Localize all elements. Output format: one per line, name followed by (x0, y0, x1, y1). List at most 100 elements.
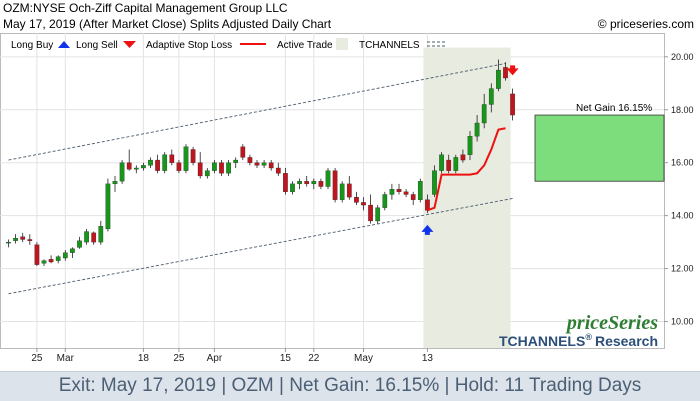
candle-body (197, 162, 203, 177)
candle-body (91, 232, 97, 243)
candle (375, 205, 381, 224)
long-sell-arrow-icon (506, 65, 519, 76)
candle (162, 152, 168, 174)
y-tick-label: 16.00 (671, 158, 694, 168)
grid-lines (0, 33, 664, 348)
chart-subtitle: May 17, 2019 (After Market Close) Splits… (3, 17, 332, 31)
candle-body (432, 170, 437, 195)
candle-body (325, 170, 331, 187)
candle (254, 160, 260, 168)
candle-body (169, 154, 175, 163)
candle-body (233, 159, 239, 163)
candle (20, 232, 26, 243)
candle (141, 162, 146, 171)
candle-body (219, 162, 224, 174)
legend-tchannels: TCHANNELS (359, 40, 420, 51)
y-tick-label: 14.00 (671, 211, 694, 221)
candle (439, 152, 444, 174)
candle (311, 178, 317, 190)
candle-body (84, 231, 89, 243)
candle-body (162, 154, 168, 171)
candle (212, 160, 217, 174)
candle (283, 168, 288, 195)
y-axis: 10.00 12.00 14.00 16.00 18.00 20.00 (664, 52, 694, 327)
candle (396, 183, 402, 195)
candle (126, 149, 132, 171)
candle-body (48, 259, 54, 263)
candle (62, 250, 68, 261)
candle (226, 160, 231, 176)
candle-body (510, 93, 515, 116)
candle-body (226, 162, 231, 174)
candle (240, 144, 246, 161)
plot-area (0, 33, 665, 349)
long-buy-arrow-icon (421, 224, 434, 235)
candle (34, 242, 40, 266)
candle-body (204, 170, 210, 177)
candle (169, 149, 175, 166)
candle-body (275, 167, 281, 174)
candle (98, 220, 104, 245)
candle-body (105, 183, 111, 230)
candlesticks (6, 59, 515, 266)
active-trade-legend-icon (336, 38, 348, 50)
candle (119, 160, 125, 184)
candle-body (453, 157, 459, 171)
candle (197, 152, 203, 179)
candle (268, 160, 274, 171)
candle (55, 255, 61, 264)
candle-body (261, 162, 267, 166)
candle-body (389, 189, 395, 195)
x-tick-label: 22 (308, 353, 320, 364)
candle-body (396, 189, 402, 192)
net-gain-box (534, 114, 665, 182)
candle-body (375, 207, 381, 222)
candle-body (183, 146, 189, 171)
active-trade-region (423, 47, 511, 348)
x-tick-label: Apr (207, 353, 223, 364)
candle-body (311, 181, 317, 185)
candle-body (318, 181, 324, 187)
candle (261, 160, 267, 168)
candle-body (6, 241, 11, 244)
candle (467, 130, 473, 161)
candle (474, 115, 480, 142)
legend-active-trade: Active Trade (277, 40, 333, 51)
candle (481, 93, 487, 129)
candle-body (346, 183, 352, 198)
x-tick-label: 25 (31, 353, 43, 364)
candle (133, 165, 139, 174)
x-tick-label: 13 (422, 353, 434, 364)
x-tick-label: 25 (173, 353, 185, 364)
candle (410, 191, 416, 206)
candle-body (446, 159, 452, 171)
candle (84, 228, 89, 245)
net-gain-label: Net Gain 16.15% (576, 103, 652, 114)
candle-body (212, 162, 217, 171)
candle (70, 247, 75, 258)
y-tick-label: 20.00 (671, 52, 694, 62)
candle-body (403, 191, 409, 195)
candle (247, 154, 253, 166)
x-tick-label: May (354, 353, 373, 364)
candle-body (70, 248, 75, 253)
candle-body (34, 244, 40, 265)
candle (332, 168, 338, 203)
tchannel-lower (8, 197, 513, 295)
candle-body (382, 194, 388, 208)
trade-summary-footer: Exit: May 17, 2019 | OZM | Net Gain: 16.… (0, 371, 700, 401)
candle-body (13, 237, 18, 241)
y-tick-label: 12.00 (671, 264, 694, 274)
candle (318, 178, 324, 190)
candle (361, 197, 366, 211)
candle-body (126, 162, 132, 170)
candle (48, 255, 54, 264)
candle-body (297, 181, 302, 185)
candle-body (290, 183, 295, 192)
candle (204, 168, 210, 179)
candle (148, 157, 153, 168)
candle (290, 181, 295, 195)
candle-body (332, 170, 338, 200)
candle (233, 157, 239, 168)
candle-body (439, 154, 444, 171)
